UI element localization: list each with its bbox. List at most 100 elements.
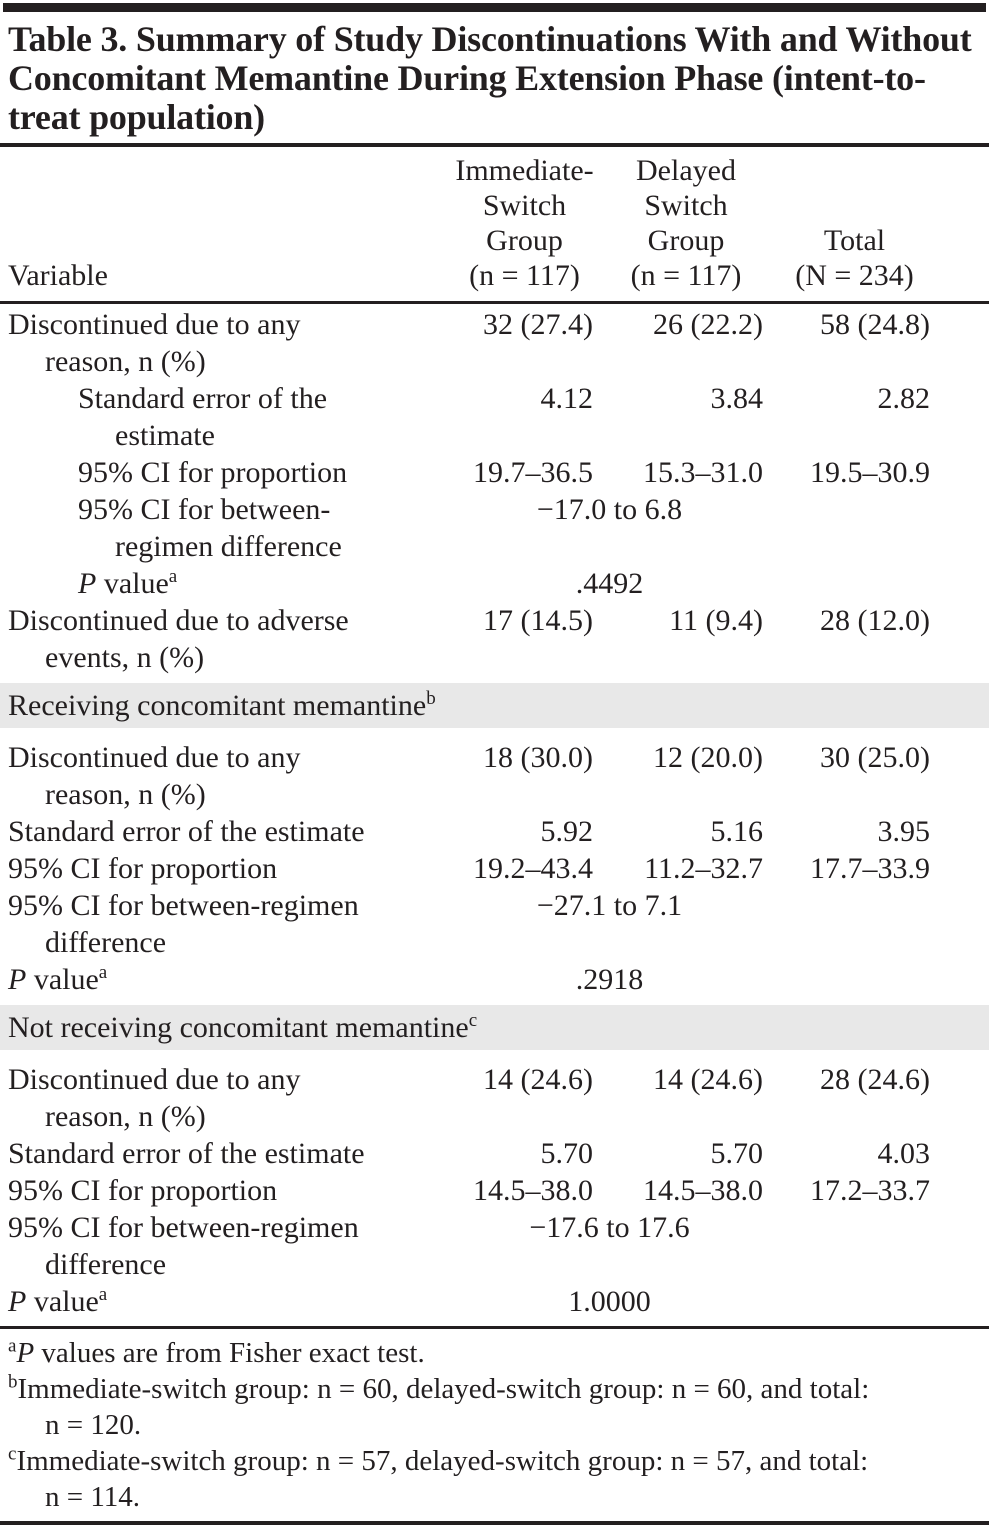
footnote-marker-a: a xyxy=(98,962,108,983)
bottom-rule xyxy=(0,1521,989,1525)
table-row: Standard error of the estimate 4.12 3.84… xyxy=(8,380,938,454)
table-title: Table 3. Summary of Study Discontinuatio… xyxy=(0,12,989,147)
cell-immediate-switch: 4.12 xyxy=(540,382,594,415)
table-row: Standard error of the estimate 5.92 5.16… xyxy=(8,813,938,850)
row-label: Standard error of the estimate xyxy=(78,382,328,452)
section-receiving-rows: Discontinued due to any reason, n (%) 18… xyxy=(0,737,989,998)
cell-spanning-value: 1.0000 xyxy=(568,1285,651,1318)
table-row: Standard error of the estimate 5.70 5.70… xyxy=(8,1135,938,1172)
p-value-italic: P xyxy=(8,1285,27,1318)
row-label: Discontinued due to any reason, n (%) xyxy=(8,1063,301,1133)
row-label: P valuea xyxy=(8,565,448,602)
table-row: P valuea .2918 xyxy=(8,961,938,998)
cell-total: 28 (24.6) xyxy=(820,1063,930,1096)
top-bar xyxy=(3,3,986,12)
row-label: 95% CI for proportion xyxy=(8,852,278,885)
column-header-delayed-switch: Delayed Switch Group (n = 117) xyxy=(630,154,742,292)
table-row: 95% CI for between-regimen difference −2… xyxy=(8,887,938,961)
footnote-text: values are from Fisher exact test. xyxy=(34,1337,425,1369)
footnote-a: aP values are from Fisher exact test. xyxy=(8,1335,981,1371)
row-label: Standard error of the estimate xyxy=(8,1137,365,1170)
p-value-text: value xyxy=(96,567,169,600)
footnote-b: bImmediate-switch group: n = 60, delayed… xyxy=(8,1371,981,1443)
cell-total: 58 (24.8) xyxy=(820,308,930,341)
section-header-receiving-memantine: Receiving concomitant memantineb xyxy=(0,683,989,728)
footnote-italic-p: P xyxy=(16,1337,35,1369)
row-label: 95% CI for between-regimen difference xyxy=(8,1211,359,1281)
row-label: Discontinued due to any reason, n (%) xyxy=(8,308,301,378)
table-row: P valuea 1.0000 xyxy=(8,1283,938,1320)
footnote-marker-a: a xyxy=(168,566,178,587)
cell-spanning-value: .4492 xyxy=(575,567,644,600)
cell-spanning-value: −17.6 to 17.6 xyxy=(529,1211,690,1244)
column-header-total: Total (N = 234) xyxy=(795,224,914,292)
cell-immediate-switch: 5.92 xyxy=(540,815,594,848)
row-label: 95% CI for between- regimen difference xyxy=(78,493,342,563)
p-value-text: value xyxy=(26,963,99,996)
cell-delayed-switch: 11.2–32.7 xyxy=(644,852,763,885)
p-value-italic: P xyxy=(8,963,27,996)
cell-total: 4.03 xyxy=(877,1137,931,1170)
table-row: Discontinued due to any reason, n (%) 32… xyxy=(8,306,938,380)
table-row: Discontinued due to any reason, n (%) 14… xyxy=(8,1061,938,1135)
table-row: 95% CI for proportion 14.5–38.0 14.5–38.… xyxy=(8,1172,938,1209)
p-value-italic: P xyxy=(78,567,97,600)
section-header-text: Not receiving concomitant memantine xyxy=(8,1011,469,1044)
footnote-marker-c: c xyxy=(468,1010,478,1031)
cell-delayed-switch: 14.5–38.0 xyxy=(643,1174,763,1207)
cell-delayed-switch: 3.84 xyxy=(710,382,764,415)
column-header-variable: Variable xyxy=(8,259,108,292)
footnote-marker-b: b xyxy=(426,688,436,709)
row-label: 95% CI for proportion xyxy=(8,1174,278,1207)
cell-total: 17.2–33.7 xyxy=(810,1174,930,1207)
cell-immediate-switch: 18 (30.0) xyxy=(483,741,593,774)
table-row: 95% CI for proportion 19.2–43.4 11.2–32.… xyxy=(8,850,938,887)
cell-total: 19.5–30.9 xyxy=(810,456,930,489)
table-row: 95% CI for proportion 19.7–36.5 15.3–31.… xyxy=(8,454,938,491)
cell-spanning-value: −27.1 to 7.1 xyxy=(536,889,683,922)
cell-total: 3.95 xyxy=(877,815,931,848)
cell-immediate-switch: 14.5–38.0 xyxy=(473,1174,593,1207)
column-headers: Variable Immediate- Switch Group (n = 11… xyxy=(0,147,989,304)
column-header-immediate-switch: Immediate- Switch Group (n = 117) xyxy=(455,154,594,292)
table-row: 95% CI for between-regimen difference −1… xyxy=(8,1209,938,1283)
cell-spanning-value: −17.0 to 6.8 xyxy=(536,493,683,526)
cell-immediate-switch: 14 (24.6) xyxy=(483,1063,593,1096)
cell-delayed-switch: 5.70 xyxy=(710,1137,764,1170)
footnote-marker-a: a xyxy=(98,1284,108,1305)
section-header-not-receiving-memantine: Not receiving concomitant memantinec xyxy=(0,1005,989,1050)
table-row: Discontinued due to adverse events, n (%… xyxy=(8,602,938,676)
cell-total: 30 (25.0) xyxy=(820,741,930,774)
cell-immediate-switch: 17 (14.5) xyxy=(483,604,593,637)
footnote-marker-b: b xyxy=(8,1371,18,1393)
cell-immediate-switch: 32 (27.4) xyxy=(483,308,593,341)
section-overall-rows: Discontinued due to any reason, n (%) 32… xyxy=(0,304,989,676)
cell-delayed-switch: 5.16 xyxy=(710,815,764,848)
row-label: P valuea xyxy=(8,1283,448,1320)
table-row: 95% CI for between- regimen difference −… xyxy=(8,491,938,565)
cell-delayed-switch: 26 (22.2) xyxy=(653,308,763,341)
row-label: Discontinued due to any reason, n (%) xyxy=(8,741,301,811)
footnote-text: Immediate-switch group: n = 60, delayed-… xyxy=(17,1373,870,1441)
section-header-text: Receiving concomitant memantine xyxy=(8,689,427,722)
table-3-figure: Table 3. Summary of Study Discontinuatio… xyxy=(0,3,989,1525)
cell-total: 28 (12.0) xyxy=(820,604,930,637)
cell-delayed-switch: 12 (20.0) xyxy=(653,741,763,774)
cell-immediate-switch: 19.7–36.5 xyxy=(473,456,593,489)
row-label: 95% CI for proportion xyxy=(78,456,348,489)
cell-delayed-switch: 14 (24.6) xyxy=(653,1063,763,1096)
footnote-text: Immediate-switch group: n = 57, delayed-… xyxy=(16,1445,869,1513)
cell-spanning-value: .2918 xyxy=(575,963,644,996)
cell-total: 2.82 xyxy=(877,382,931,415)
table-row: P valuea .4492 xyxy=(8,565,938,602)
cell-delayed-switch: 15.3–31.0 xyxy=(643,456,763,489)
footnotes: aP values are from Fisher exact test. bI… xyxy=(0,1326,989,1515)
row-label: 95% CI for between-regimen difference xyxy=(8,889,359,959)
cell-delayed-switch: 11 (9.4) xyxy=(669,604,763,637)
footnote-marker-a: a xyxy=(8,1335,17,1357)
cell-immediate-switch: 5.70 xyxy=(540,1137,594,1170)
cell-total: 17.7–33.9 xyxy=(810,852,930,885)
table-row: Discontinued due to any reason, n (%) 18… xyxy=(8,739,938,813)
p-value-text: value xyxy=(26,1285,99,1318)
cell-immediate-switch: 19.2–43.4 xyxy=(473,852,593,885)
